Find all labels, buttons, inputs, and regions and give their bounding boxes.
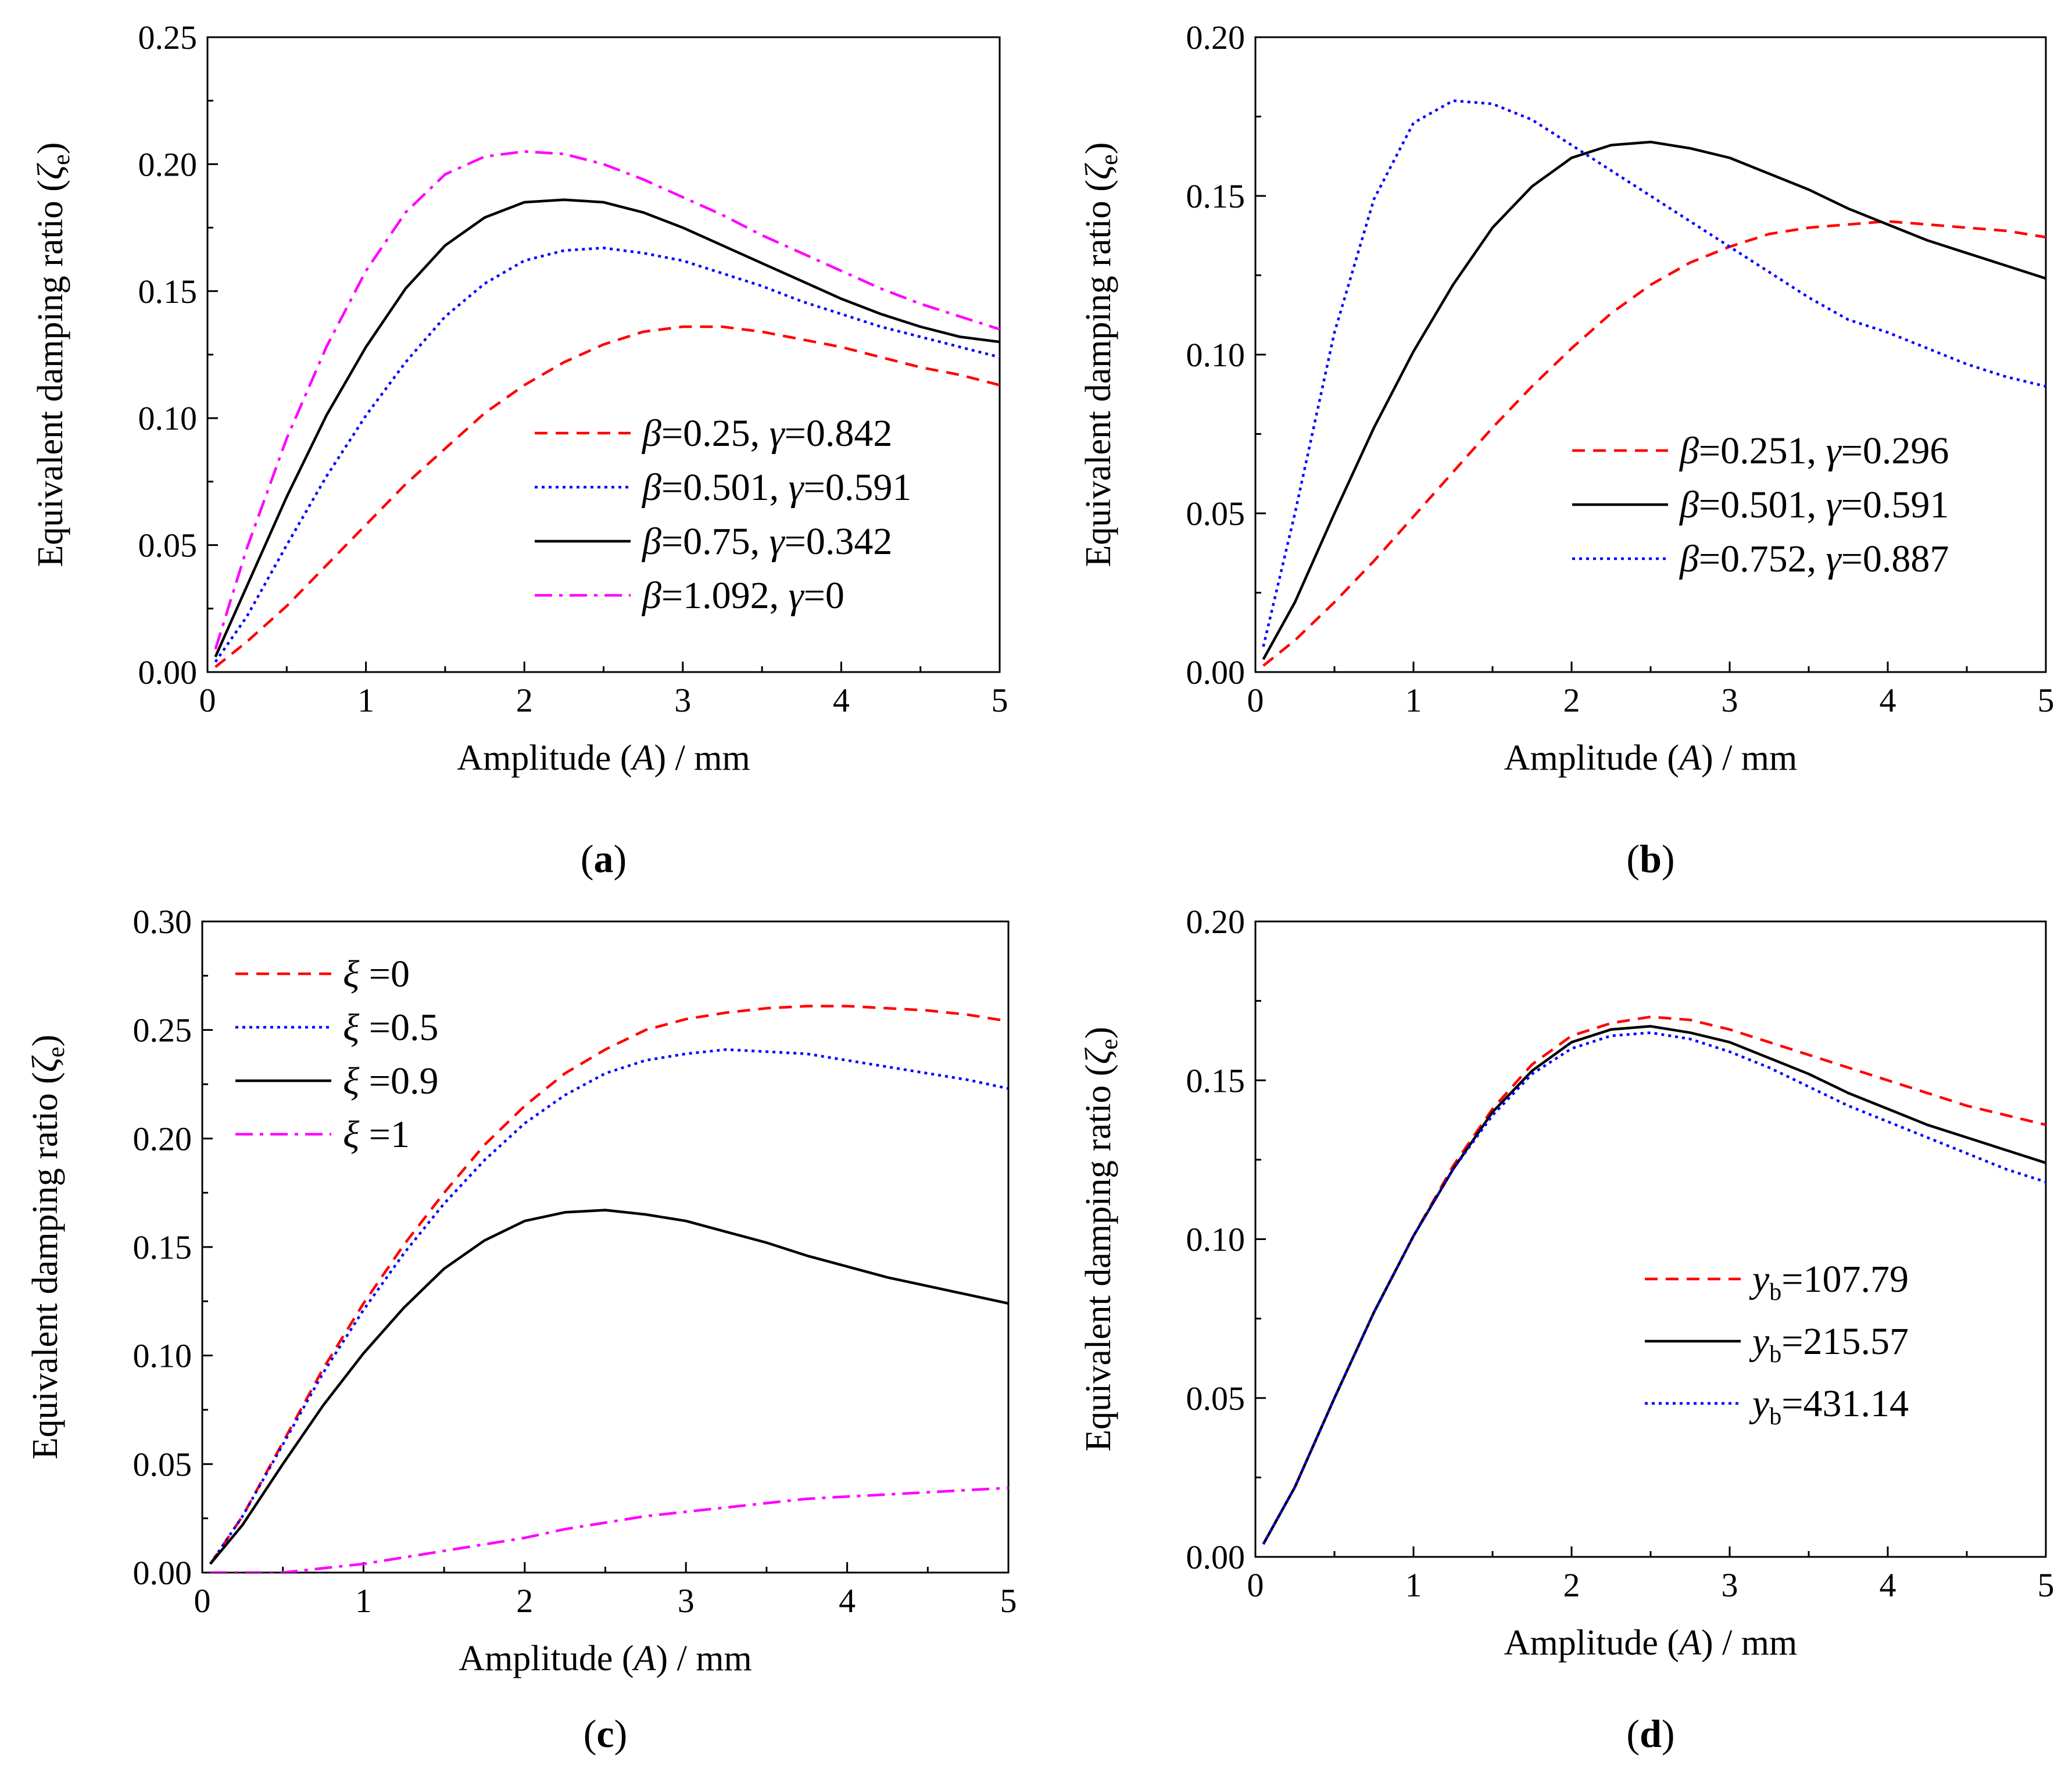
legend-label: β=0.251, γ=0.296 <box>1679 430 1949 472</box>
panel-label: (a) <box>581 837 627 881</box>
chart-panel-a: 0 1 2 3 4 5 0.00 0.05 0.10 0.15 0.20 0.25 Amplitude … <box>31 19 1008 881</box>
legend-label: β=0.25, γ=0.842 <box>641 412 892 455</box>
legend-label: yb=431.14 <box>1749 1382 1909 1430</box>
y-axis-label: Equivalent damping ratio (ζe) <box>1079 1027 1123 1452</box>
x-axis-label: Amplitude (A) / mm <box>457 738 750 778</box>
x-tick-label: 2 <box>1563 681 1580 719</box>
series-line-c-1 <box>209 1005 1008 1565</box>
series-line-a-1 <box>214 325 1000 669</box>
legend-label: β=0.501, γ=0.591 <box>641 466 911 509</box>
y-tick-label: 0.10 <box>138 399 198 437</box>
x-tick-label: 3 <box>1722 1566 1738 1604</box>
y-tick-label: 0.05 <box>1186 495 1246 533</box>
series-line-a-3 <box>214 198 1000 658</box>
x-tick-label: 3 <box>1722 681 1738 719</box>
y-tick-label: 0.20 <box>1186 19 1246 56</box>
x-tick-label: 1 <box>1405 681 1422 719</box>
legend-label: yb=107.79 <box>1749 1258 1909 1306</box>
x-tick-label: 4 <box>839 1582 856 1620</box>
x-tick-label: 2 <box>1563 1566 1580 1604</box>
x-tick-label: 0 <box>1247 681 1264 719</box>
x-tick-label: 0 <box>199 681 216 719</box>
y-tick-label: 0.20 <box>133 1120 192 1157</box>
y-tick-label: 0.10 <box>1186 336 1246 374</box>
panel-label: (d) <box>1626 1712 1674 1756</box>
legend-label: yb=215.57 <box>1749 1320 1909 1368</box>
y-tick-label: 0.15 <box>138 273 198 310</box>
y-axis-label: Equivalent damping ratio (ζe) <box>31 142 75 567</box>
y-tick-label: 0.20 <box>1186 903 1246 941</box>
y-tick-label: 0.05 <box>133 1445 192 1483</box>
x-tick-label: 3 <box>678 1582 695 1620</box>
x-tick-label: 4 <box>833 681 850 719</box>
y-tick-label: 0.05 <box>138 527 198 564</box>
panel-label: (c) <box>584 1712 628 1756</box>
x-tick-label: 5 <box>992 681 1008 719</box>
y-tick-label: 0.10 <box>133 1337 192 1375</box>
y-tick-label: 0.00 <box>1186 653 1246 691</box>
series-line-c-3 <box>209 1209 1008 1565</box>
series-line-c-4 <box>210 1487 1008 1573</box>
chart-panel-c: 0 1 2 3 4 5 0.00 0.05 0.10 0.15 0.20 0.25 0.30 Amplit… <box>26 903 1017 1756</box>
legend-label: ξ =0.9 <box>343 1060 439 1102</box>
series-line-d-3 <box>1262 1031 2046 1545</box>
series-line-c-2 <box>209 1048 1008 1565</box>
x-tick-label: 5 <box>2038 1566 2055 1604</box>
x-tick-label: 2 <box>516 1582 533 1620</box>
series-line-a-4 <box>214 150 1000 650</box>
legend-label: β=0.752, γ=0.887 <box>1679 538 1949 580</box>
y-tick-label: 0.30 <box>133 903 192 941</box>
x-tick-label: 2 <box>516 681 533 719</box>
series-line-a-2 <box>214 246 1000 663</box>
x-tick-label: 3 <box>674 681 691 719</box>
chart-panel-b: 0 1 2 3 4 5 0.00 0.05 0.10 0.15 0.20 Amplitude (A) … <box>1079 19 2055 881</box>
y-tick-label: 0.25 <box>138 19 198 56</box>
x-tick-label: 5 <box>2038 681 2055 719</box>
x-tick-label: 1 <box>355 1582 372 1620</box>
y-tick-label: 0.20 <box>138 145 198 183</box>
x-tick-label: 4 <box>1880 1566 1896 1604</box>
x-tick-label: 1 <box>357 681 374 719</box>
y-tick-label: 0.00 <box>133 1554 192 1592</box>
y-tick-label: 0.10 <box>1186 1221 1246 1259</box>
y-tick-label: 0.15 <box>1186 1062 1246 1099</box>
x-axis-label: Amplitude (A) / mm <box>459 1639 752 1678</box>
y-tick-label: 0.00 <box>138 653 198 691</box>
y-tick-label: 0.00 <box>1186 1538 1246 1576</box>
x-tick-label: 1 <box>1405 1566 1422 1604</box>
y-axis-label: Equivalent damping ratio (ζe) <box>26 1035 70 1460</box>
series-line-b-1 <box>1262 220 2046 667</box>
series-line-b-2 <box>1262 140 2046 660</box>
y-tick-label: 0.25 <box>133 1012 192 1049</box>
y-axis-label: Equivalent damping ratio (ζe) <box>1079 142 1123 567</box>
legend-label: ξ =1 <box>343 1113 410 1156</box>
legend-label: ξ =0 <box>343 953 410 995</box>
series-line-d-2 <box>1262 1025 2046 1545</box>
y-tick-label: 0.15 <box>1186 177 1246 215</box>
x-axis-label: Amplitude (A) / mm <box>1504 1623 1798 1663</box>
legend-label: β=0.501, γ=0.591 <box>1679 484 1949 526</box>
series-line-b-3 <box>1262 99 2046 647</box>
x-tick-label: 4 <box>1880 681 1896 719</box>
legend-label: ξ =0.5 <box>343 1006 439 1049</box>
chart-panel-d: 0 1 2 3 4 5 0.00 0.05 0.10 0.15 0.20 Amplitude (A) … <box>1079 903 2055 1756</box>
y-tick-label: 0.05 <box>1186 1380 1246 1417</box>
x-tick-label: 0 <box>194 1582 211 1620</box>
x-tick-label: 0 <box>1247 1566 1264 1604</box>
x-tick-label: 5 <box>1000 1582 1017 1620</box>
y-tick-label: 0.15 <box>133 1228 192 1266</box>
panel-label: (b) <box>1626 837 1674 881</box>
legend-label: β=1.092, γ=0 <box>641 574 844 617</box>
legend-label: β=0.75, γ=0.342 <box>641 520 892 563</box>
x-axis-label: Amplitude (A) / mm <box>1504 738 1798 778</box>
